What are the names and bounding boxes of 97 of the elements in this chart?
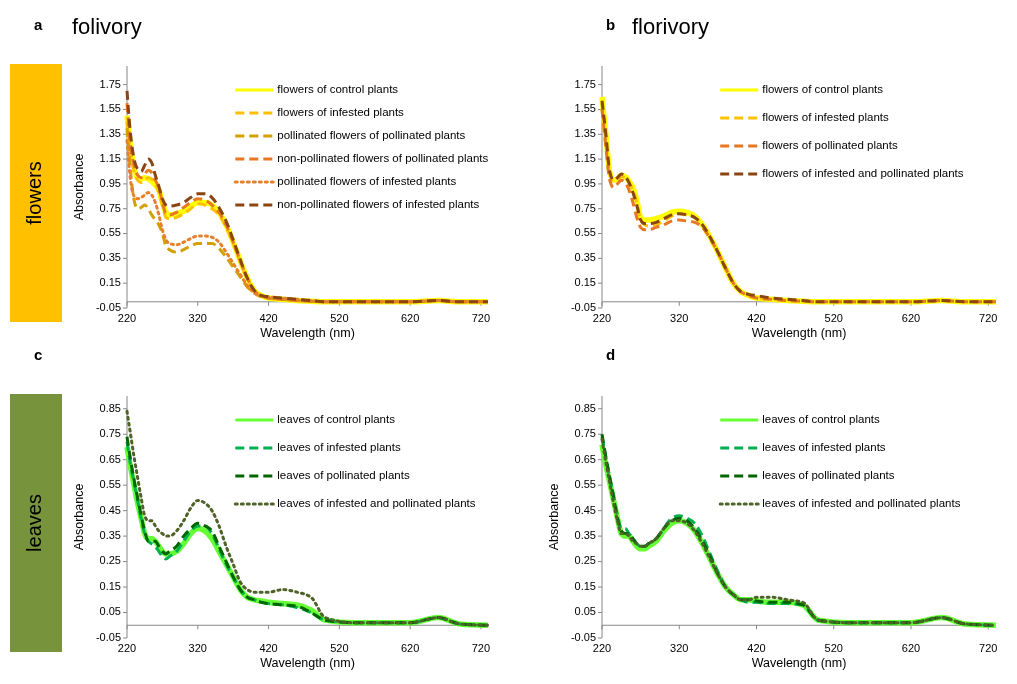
legend-label: leaves of control plants: [277, 413, 396, 426]
y-tick-label: 1.75: [99, 77, 121, 90]
y-tick-label: 0.55: [99, 478, 121, 491]
text: leaves: [23, 494, 46, 552]
x-tick-label: 420: [747, 312, 766, 324]
y-tick-label: 1.55: [99, 102, 121, 115]
text: b: [606, 16, 616, 33]
x-axis-title: Wavelength (nm): [260, 656, 355, 670]
x-tick-label: 720: [979, 642, 998, 654]
y-tick-label: 0.05: [99, 605, 121, 618]
x-axis-title: Wavelength (nm): [260, 326, 355, 340]
text: a: [34, 16, 43, 33]
y-tick-label: -0.05: [95, 630, 121, 643]
x-tick-label: 220: [117, 312, 137, 324]
x-axis-title: Wavelength (nm): [751, 656, 847, 670]
y-tick-label: 0.95: [99, 176, 121, 189]
x-tick-label: 520: [824, 312, 843, 324]
x-tick-label: 320: [670, 312, 689, 324]
x-tick-label: 320: [188, 312, 207, 324]
legend-label: leaves of infested plants: [277, 441, 401, 454]
legend-label: flowers of infested plants: [762, 111, 890, 124]
y-axis-title: Absorbance: [72, 483, 86, 551]
y-tick-label: 0.35: [99, 251, 121, 264]
x-tick-label: 420: [259, 642, 278, 654]
y-tick-label: 0.25: [574, 554, 596, 567]
x-tick-label: 220: [592, 312, 612, 324]
legend-label: flowers of infested and pollinated plants: [762, 167, 964, 180]
legend-label: leaves of infested plants: [762, 441, 886, 454]
legend-label: leaves of infested and pollinated plants: [277, 497, 476, 510]
y-tick-label: 0.75: [574, 201, 596, 214]
y-tick-label: 1.35: [99, 127, 121, 140]
legend-label: pollinated flowers of pollinated plants: [277, 129, 466, 142]
legend-label: flowers of pollinated plants: [762, 139, 898, 152]
y-tick-label: 0.15: [99, 276, 121, 289]
chart-title: florivory: [632, 14, 710, 39]
x-tick-label: 720: [979, 312, 998, 324]
y-tick-label: 0.55: [574, 478, 596, 491]
x-tick-label: 320: [188, 642, 207, 654]
x-tick-label: 620: [400, 642, 420, 654]
legend-label: leaves of control plants: [762, 413, 881, 426]
y-tick-label: 1.55: [574, 102, 596, 115]
y-tick-label: 0.35: [574, 529, 596, 542]
x-tick-label: 520: [330, 642, 349, 654]
y-tick-label: 0.55: [574, 226, 596, 239]
legend-label: pollinated flowers of infested plants: [277, 175, 457, 188]
y-tick-label: 0.85: [99, 401, 121, 414]
chart-title: folivory: [72, 14, 142, 39]
x-tick-label: 420: [747, 642, 766, 654]
x-tick-label: 620: [400, 312, 420, 324]
y-axis-title: Absorbance: [72, 153, 86, 221]
x-tick-label: 720: [471, 642, 491, 654]
y-tick-label: 0.75: [99, 201, 121, 214]
x-tick-label: 720: [471, 312, 491, 324]
y-tick-label: 0.65: [574, 452, 596, 465]
y-tick-label: 0.25: [99, 554, 121, 567]
x-tick-label: 620: [901, 642, 921, 654]
y-tick-label: 0.15: [574, 579, 596, 592]
y-tick-label: 0.35: [574, 251, 596, 264]
text: flowers: [23, 161, 46, 225]
y-tick-label: -0.05: [570, 300, 596, 313]
y-tick-label: 0.45: [574, 503, 596, 516]
x-tick-label: 220: [592, 642, 612, 654]
legend-label: flowers of infested plants: [277, 106, 405, 119]
y-tick-label: 1.15: [99, 151, 121, 164]
y-tick-label: 0.35: [99, 529, 121, 542]
legend-label: leaves of pollinated plants: [277, 469, 410, 482]
y-tick-label: 0.15: [99, 579, 121, 592]
y-tick-label: 0.65: [99, 452, 121, 465]
legend-label: leaves of infested and pollinated plants: [762, 497, 961, 510]
x-tick-label: 520: [330, 312, 349, 324]
y-tick-label: -0.05: [570, 630, 596, 643]
y-tick-label: 0.45: [99, 503, 121, 516]
x-tick-label: 220: [117, 642, 137, 654]
y-axis-title: Absorbance: [547, 483, 561, 551]
x-tick-label: 620: [901, 312, 921, 324]
legend-label: flowers of control plants: [762, 83, 884, 96]
x-tick-label: 420: [259, 312, 278, 324]
y-tick-label: -0.05: [95, 300, 121, 313]
y-tick-label: 0.75: [99, 427, 121, 440]
x-tick-label: 320: [670, 642, 689, 654]
y-tick-label: 0.55: [99, 226, 121, 239]
x-tick-label: 520: [824, 642, 843, 654]
y-tick-label: 1.15: [574, 151, 596, 164]
text: c: [34, 346, 43, 363]
y-tick-label: 0.15: [574, 276, 596, 289]
x-axis-title: Wavelength (nm): [751, 326, 847, 340]
legend-label: non-pollinated flowers of infested plants: [277, 198, 480, 211]
text: d: [606, 346, 616, 363]
legend-label: leaves of pollinated plants: [762, 469, 895, 482]
y-tick-label: 1.75: [574, 77, 596, 90]
legend-label: non-pollinated flowers of pollinated plants: [277, 152, 489, 165]
legend-label: flowers of control plants: [277, 83, 399, 96]
y-tick-label: 0.05: [574, 605, 596, 618]
y-tick-label: 0.95: [574, 176, 596, 189]
y-tick-label: 1.35: [574, 127, 596, 140]
y-tick-label: 0.75: [574, 427, 596, 440]
y-tick-label: 0.85: [574, 401, 596, 414]
